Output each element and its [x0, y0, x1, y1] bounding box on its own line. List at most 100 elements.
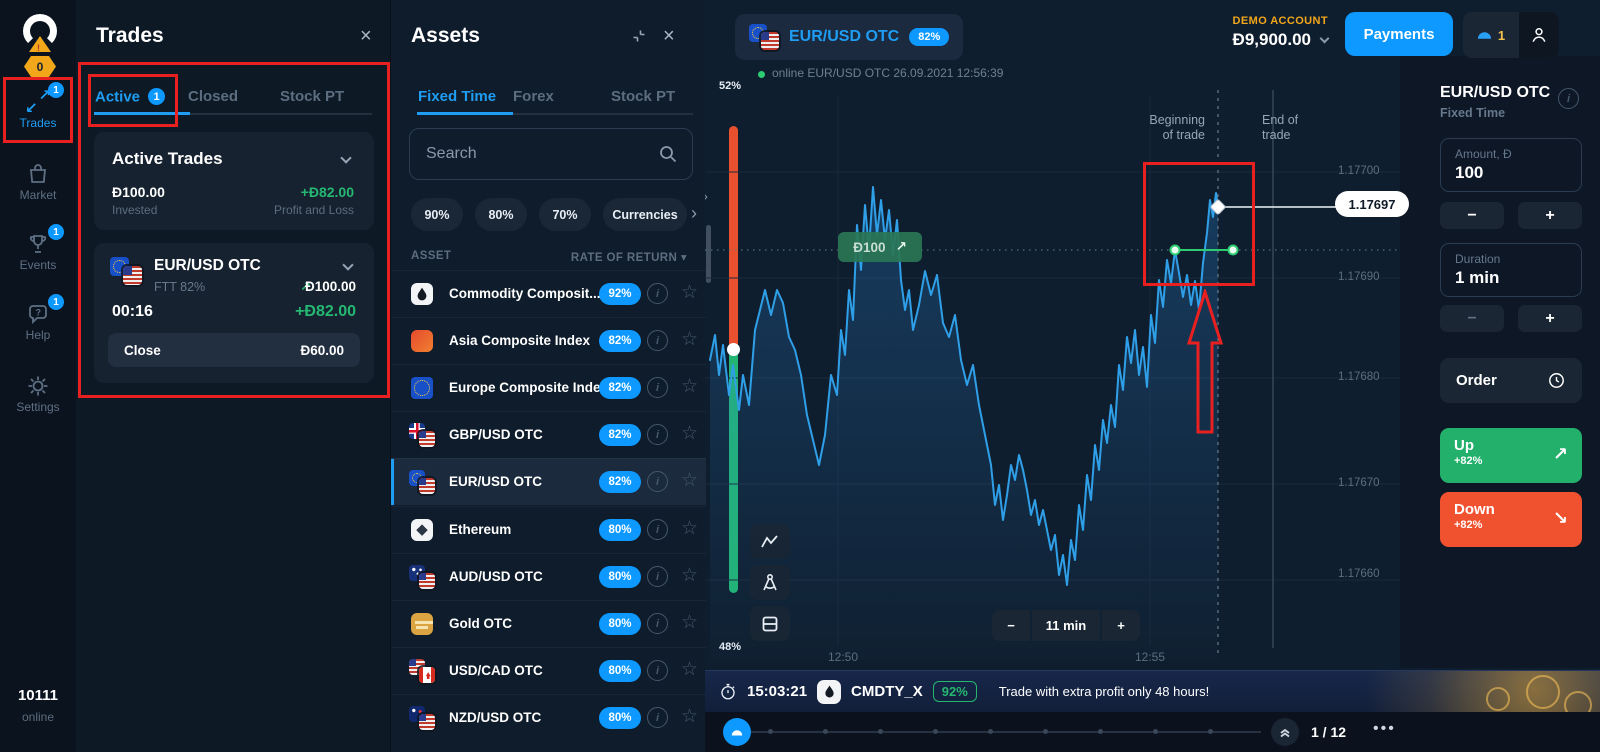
profile-button[interactable]	[1519, 12, 1559, 58]
order-panel: EUR/USD OTC Fixed Time i Amount, Đ 100 −…	[1400, 56, 1600, 668]
rate-badge: 82%	[599, 330, 641, 352]
favorite-star-icon[interactable]: ☆	[681, 518, 699, 539]
tab-active[interactable]: Active 1	[95, 88, 166, 106]
duration-increase-button[interactable]: +	[1518, 305, 1582, 332]
sidebar-item-market[interactable]: Market	[0, 160, 76, 218]
asset-row[interactable]: Gold OTC 80% i ☆	[391, 600, 706, 647]
tab-stock-pt-assets[interactable]: Stock PT	[611, 88, 676, 105]
up-button[interactable]: Up +82% ↗	[1440, 428, 1582, 483]
column-rate[interactable]: RATE OF RETURN ▾	[570, 252, 687, 264]
story-skip-button[interactable]	[1271, 718, 1299, 746]
tab-forex[interactable]: Forex	[513, 88, 554, 105]
eur-usd-pair-flag-icon	[110, 257, 142, 285]
layout-button[interactable]	[750, 606, 790, 641]
down-button[interactable]: Down +82% ↘	[1440, 492, 1582, 547]
zoom-out-button[interactable]: −	[992, 610, 1030, 641]
chevron-down-icon[interactable]	[340, 152, 352, 164]
asset-row[interactable]: NZD/USD OTC 80% i ☆	[391, 694, 706, 741]
asset-row[interactable]: USD/CAD OTC 80% i ☆	[391, 647, 706, 694]
promo-banner[interactable]: 15:03:21 CMDTY_X 92% Trade with extra pr…	[705, 670, 1600, 712]
asset-list-header: ASSET RATE OF RETURN ▾	[411, 250, 687, 264]
bonus-notification[interactable]: 1	[1463, 12, 1519, 58]
filters-scroll-right-icon[interactable]: ›	[691, 203, 697, 223]
promo-countdown: 15:03:21	[747, 683, 808, 700]
info-icon[interactable]: i	[647, 283, 668, 304]
market-bag-icon	[25, 162, 51, 186]
payments-button[interactable]: Payments	[1345, 12, 1453, 56]
asset-row[interactable]: Europe Composite Index 82% i ☆	[391, 364, 706, 411]
filter-90[interactable]: 90%	[411, 198, 463, 231]
info-icon[interactable]: i	[647, 424, 668, 445]
asset-row[interactable]: GBP/USD OTC 82% i ☆	[391, 411, 706, 458]
sidebar-item-trades[interactable]: 1 ↗ ↙ Trades	[0, 82, 76, 146]
favorite-star-icon[interactable]: ☆	[681, 659, 699, 680]
close-trade-button[interactable]: Close Đ60.00	[108, 333, 360, 367]
order-asset-name: EUR/USD OTC	[1440, 84, 1551, 101]
asset-row[interactable]: ◆ Ethereum 80% i ☆	[391, 506, 706, 553]
sidebar-item-help[interactable]: 1 ? Help	[0, 294, 76, 358]
search-input[interactable]	[426, 129, 646, 179]
collapse-icon[interactable]	[631, 28, 647, 47]
amount-increase-button[interactable]: +	[1518, 202, 1582, 229]
chart-asset-selector[interactable]: EUR/USD OTC 82%	[735, 14, 964, 60]
duration-decrease-button[interactable]: −	[1440, 305, 1504, 332]
duration-field[interactable]: Duration 1 min	[1440, 243, 1582, 297]
asset-row[interactable]: AUD/USD OTC 80% i ☆	[391, 553, 706, 600]
price-chart[interactable]	[705, 75, 1405, 660]
up-arrow-icon: ↗	[895, 239, 907, 254]
sidebar-item-events[interactable]: 1 Events	[0, 224, 76, 288]
assets-panel: Assets × Fixed Time Forex Stock PT 90% 8…	[390, 0, 706, 752]
info-icon[interactable]: i	[647, 660, 668, 681]
zoom-in-button[interactable]: +	[1102, 610, 1140, 641]
account-switcher[interactable]: DEMO ACCOUNT Đ9,900.00	[1233, 15, 1330, 50]
favorite-star-icon[interactable]: ☆	[681, 706, 699, 727]
chevron-down-icon[interactable]	[342, 259, 354, 271]
amount-field[interactable]: Amount, Đ 100	[1440, 138, 1582, 192]
drawing-tools-button[interactable]	[750, 565, 790, 600]
asset-row[interactable]: Asia Composite Index 82% i ☆	[391, 317, 706, 364]
asset-row[interactable]: Commodity Composit... 92% i ☆	[391, 270, 706, 317]
trade-asset: EUR/USD OTC	[154, 257, 261, 274]
ethereum-icon: ◆	[411, 519, 433, 541]
info-icon[interactable]: i	[1558, 88, 1579, 109]
close-icon[interactable]: ×	[663, 25, 675, 47]
info-icon[interactable]: i	[647, 613, 668, 634]
favorite-star-icon[interactable]: ☆	[681, 612, 699, 633]
filter-currencies[interactable]: Currencies	[603, 198, 687, 231]
duration-label: Duration	[1455, 252, 1501, 266]
tab-stock-pt[interactable]: Stock PT	[280, 88, 345, 105]
sidebar-item-settings[interactable]: Settings	[0, 372, 76, 430]
amount-decrease-button[interactable]: −	[1440, 202, 1504, 229]
favorite-star-icon[interactable]: ☆	[681, 565, 699, 586]
account-balance: Đ9,900.00	[1233, 30, 1330, 50]
rate-badge: 82%	[599, 377, 641, 399]
filter-80[interactable]: 80%	[475, 198, 527, 231]
open-trade-card[interactable]: EUR/USD OTC FTT 82% ↗ Đ100.00 00:16 +Đ82…	[94, 243, 374, 383]
story-current-button[interactable]	[723, 718, 751, 746]
order-button[interactable]: Order	[1440, 358, 1582, 403]
favorite-star-icon[interactable]: ☆	[681, 423, 699, 444]
info-icon[interactable]: i	[647, 707, 668, 728]
sidebar-item-label: Trades	[19, 116, 57, 130]
more-options-icon[interactable]: •••	[1373, 720, 1396, 737]
active-trades-summary-card[interactable]: Active Trades Đ100.00 Invested +Đ82.00 P…	[94, 132, 374, 230]
story-page-indicator: 1 / 12	[1311, 724, 1347, 740]
tab-closed[interactable]: Closed	[188, 88, 239, 105]
info-icon[interactable]: i	[647, 377, 668, 398]
info-icon[interactable]: i	[647, 330, 668, 351]
filter-70[interactable]: 70%	[539, 198, 591, 231]
chart-type-button[interactable]	[750, 524, 790, 559]
favorite-star-icon[interactable]: ☆	[681, 376, 699, 397]
favorite-star-icon[interactable]: ☆	[681, 329, 699, 350]
favorite-star-icon[interactable]: ☆	[681, 470, 699, 491]
current-price-label: 1.17697	[1335, 191, 1409, 217]
info-icon[interactable]: i	[647, 566, 668, 587]
tab-fixed-time[interactable]: Fixed Time	[418, 88, 497, 105]
favorite-star-icon[interactable]: ☆	[681, 282, 699, 303]
info-icon[interactable]: i	[647, 519, 668, 540]
scrollbar-handle[interactable]	[706, 225, 711, 283]
close-icon[interactable]: ×	[360, 25, 372, 47]
asset-row-selected[interactable]: EUR/USD OTC 82% i ☆	[391, 458, 706, 505]
panel-expand-icon[interactable]: ›	[703, 188, 708, 205]
info-icon[interactable]: i	[647, 471, 668, 492]
